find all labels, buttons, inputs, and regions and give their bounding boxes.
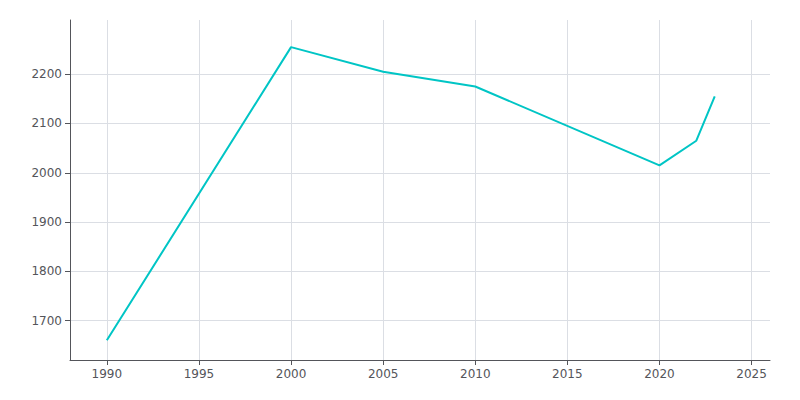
svg-text:2200: 2200 <box>31 67 62 81</box>
svg-text:2015: 2015 <box>552 367 583 381</box>
svg-text:2100: 2100 <box>31 116 62 130</box>
svg-text:1990: 1990 <box>92 367 123 381</box>
svg-text:1900: 1900 <box>31 215 62 229</box>
svg-text:2025: 2025 <box>736 367 767 381</box>
svg-text:1995: 1995 <box>184 367 215 381</box>
svg-text:1700: 1700 <box>31 314 62 328</box>
svg-text:1800: 1800 <box>31 264 62 278</box>
svg-text:2010: 2010 <box>460 367 491 381</box>
svg-text:2020: 2020 <box>644 367 675 381</box>
svg-text:2005: 2005 <box>368 367 399 381</box>
svg-text:2000: 2000 <box>276 367 307 381</box>
svg-text:2000: 2000 <box>31 166 62 180</box>
